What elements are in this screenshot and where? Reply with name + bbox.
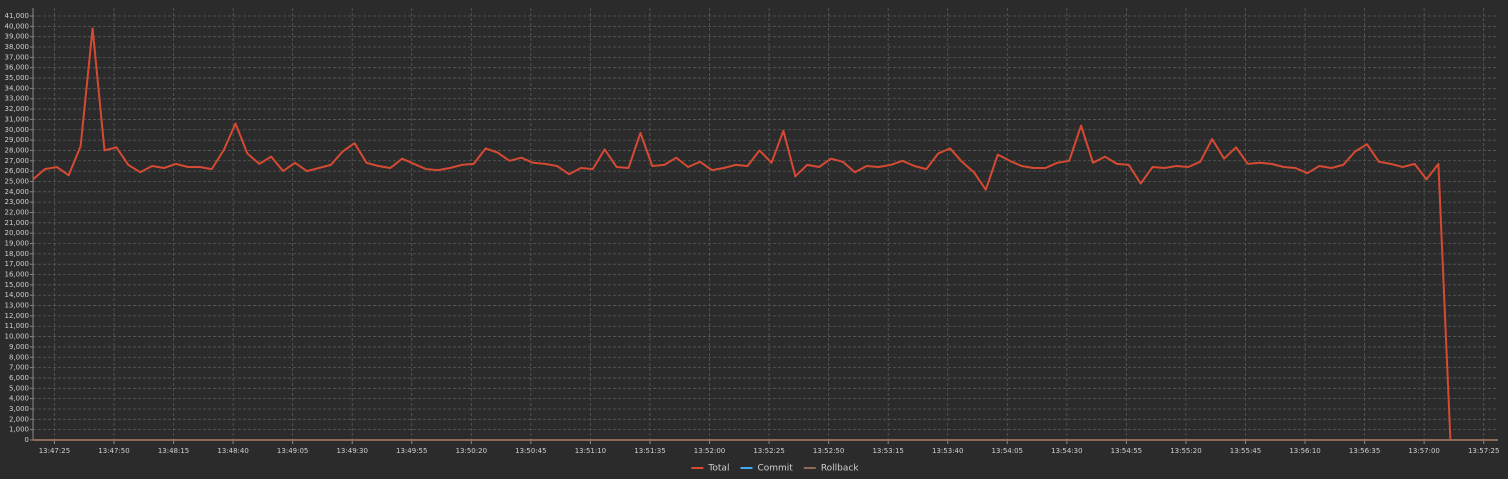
y-tick-label: 22,000: [5, 208, 30, 216]
y-tick-label: 20,000: [5, 229, 30, 237]
y-tick-label: 9,000: [9, 343, 29, 351]
y-tick-label: 35,000: [5, 74, 30, 82]
x-tick-label: 13:56:10: [1289, 447, 1320, 455]
y-tick-label: 34,000: [5, 84, 30, 92]
y-tick-label: 3,000: [9, 405, 29, 413]
y-tick-label: 38,000: [5, 43, 30, 51]
y-tick-label: 40,000: [5, 22, 30, 30]
x-tick-label: 13:48:40: [217, 447, 248, 455]
y-tick-label: 10,000: [5, 333, 30, 341]
y-tick-label: 33,000: [5, 95, 30, 103]
y-tick-label: 36,000: [5, 64, 30, 72]
y-tick-label: 21,000: [5, 219, 30, 227]
y-tick-label: 18,000: [5, 250, 30, 258]
y-tick-label: 29,000: [5, 136, 30, 144]
y-tick-label: 32,000: [5, 105, 30, 113]
y-tick-label: 26,000: [5, 167, 30, 175]
y-tick-label: 13,000: [5, 302, 30, 310]
y-tick-label: 14,000: [5, 291, 30, 299]
y-tick-label: 31,000: [5, 115, 30, 123]
x-tick-label: 13:50:20: [456, 447, 487, 455]
y-tick-label: 5,000: [9, 384, 29, 392]
y-tick-label: 25,000: [5, 177, 30, 185]
x-tick-label: 13:55:45: [1230, 447, 1261, 455]
x-tick-label: 13:50:45: [515, 447, 546, 455]
y-tick-label: 0: [25, 436, 29, 444]
x-tick-label: 13:52:25: [753, 447, 784, 455]
x-tick-label: 13:56:35: [1349, 447, 1380, 455]
y-tick-label: 37,000: [5, 53, 30, 61]
x-tick-label: 13:51:10: [575, 447, 606, 455]
y-tick-label: 39,000: [5, 33, 30, 41]
y-tick-label: 30,000: [5, 126, 30, 134]
x-tick-label: 13:53:40: [932, 447, 963, 455]
x-tick-label: 13:49:30: [336, 447, 367, 455]
y-tick-label: 27,000: [5, 157, 30, 165]
x-tick-label: 13:53:15: [872, 447, 903, 455]
x-tick-label: 13:49:55: [396, 447, 427, 455]
y-tick-label: 2,000: [9, 415, 29, 423]
x-tick-label: 13:57:00: [1408, 447, 1439, 455]
y-tick-label: 19,000: [5, 240, 30, 248]
series-line: [32, 27, 1498, 441]
y-tick-label: 28,000: [5, 146, 30, 154]
x-tick-label: 13:51:35: [634, 447, 665, 455]
x-tick-label: 13:52:00: [694, 447, 725, 455]
y-tick-label: 41,000: [5, 12, 30, 20]
y-tick-label: 4,000: [9, 395, 29, 403]
y-tick-label: 8,000: [9, 353, 29, 361]
x-tick-label: 13:54:05: [992, 447, 1023, 455]
y-tick-label: 1,000: [9, 426, 29, 434]
y-tick-label: 15,000: [5, 281, 30, 289]
y-tick-label: 7,000: [9, 364, 29, 372]
x-tick-label: 13:54:55: [1111, 447, 1142, 455]
x-tick-label: 13:47:50: [98, 447, 129, 455]
y-tick-label: 12,000: [5, 312, 30, 320]
y-tick-label: 23,000: [5, 198, 30, 206]
x-tick-label: 13:57:25: [1468, 447, 1499, 455]
y-tick-label: 24,000: [5, 188, 30, 196]
y-tick-label: 11,000: [5, 322, 30, 330]
x-tick-label: 13:49:05: [277, 447, 308, 455]
x-tick-label: 13:48:15: [158, 447, 189, 455]
y-tick-label: 17,000: [5, 260, 30, 268]
legend-text: Rollback: [821, 464, 860, 474]
x-tick-label: 13:55:20: [1170, 447, 1201, 455]
legend-text: Commit: [757, 464, 793, 474]
legend-text: Total: [707, 464, 729, 474]
x-tick-label: 13:54:30: [1051, 447, 1082, 455]
y-tick-label: 6,000: [9, 374, 29, 382]
y-tick-label: 16,000: [5, 271, 30, 279]
x-tick-label: 13:52:50: [813, 447, 844, 455]
x-tick-label: 13:47:25: [39, 447, 70, 455]
